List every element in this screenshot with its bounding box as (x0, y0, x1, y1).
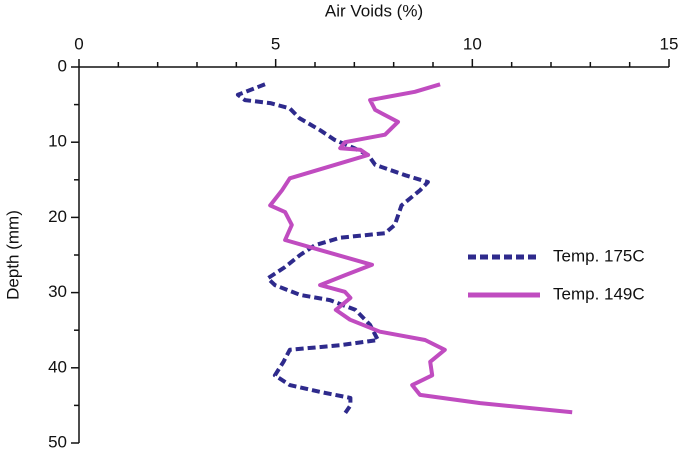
y-tick-label: 20 (48, 207, 67, 226)
series-line (235, 82, 430, 415)
y-tick-label: 0 (58, 56, 67, 75)
x-tick-label: 10 (463, 34, 482, 53)
y-tick-label: 50 (48, 432, 67, 451)
y-tick-label: 10 (48, 132, 67, 151)
legend-label: Temp. 175C (553, 246, 645, 265)
x-tick-label: 0 (74, 34, 83, 53)
x-tick-label: 15 (660, 34, 679, 53)
series-line (268, 82, 573, 415)
y-tick-label: 30 (48, 282, 67, 301)
y-tick-label: 40 (48, 357, 67, 376)
y-axis-label: Depth (mm) (3, 210, 22, 300)
x-axis-label: Air Voids (%) (325, 1, 423, 20)
x-tick-label: 5 (271, 34, 280, 53)
legend-label: Temp. 149C (553, 284, 645, 303)
